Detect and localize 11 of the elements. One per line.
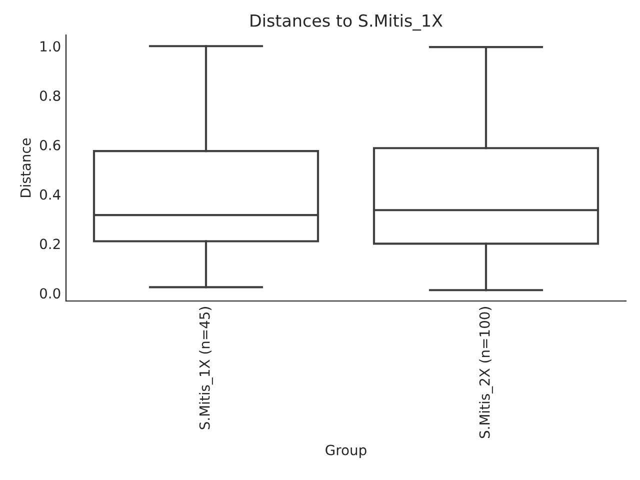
y-tick-label: 0.8 [40,90,60,101]
chart-title: Distances to S.Mitis_1X [250,14,442,31]
x-axis-title: Group [326,444,366,458]
y-tick-label: 0.4 [40,189,60,200]
y-tick-label: 1.0 [40,41,60,52]
y-axis-title: Distance [20,138,31,197]
x-tick-label: S.Mitis_2X (n=100) [479,307,493,438]
y-tick-label: 0.6 [40,140,60,150]
y-tick-label: 0.2 [40,238,60,250]
x-tick-label: S.Mitis_1X (n=45) [199,307,213,430]
y-tick-label: 0.0 [40,288,60,299]
